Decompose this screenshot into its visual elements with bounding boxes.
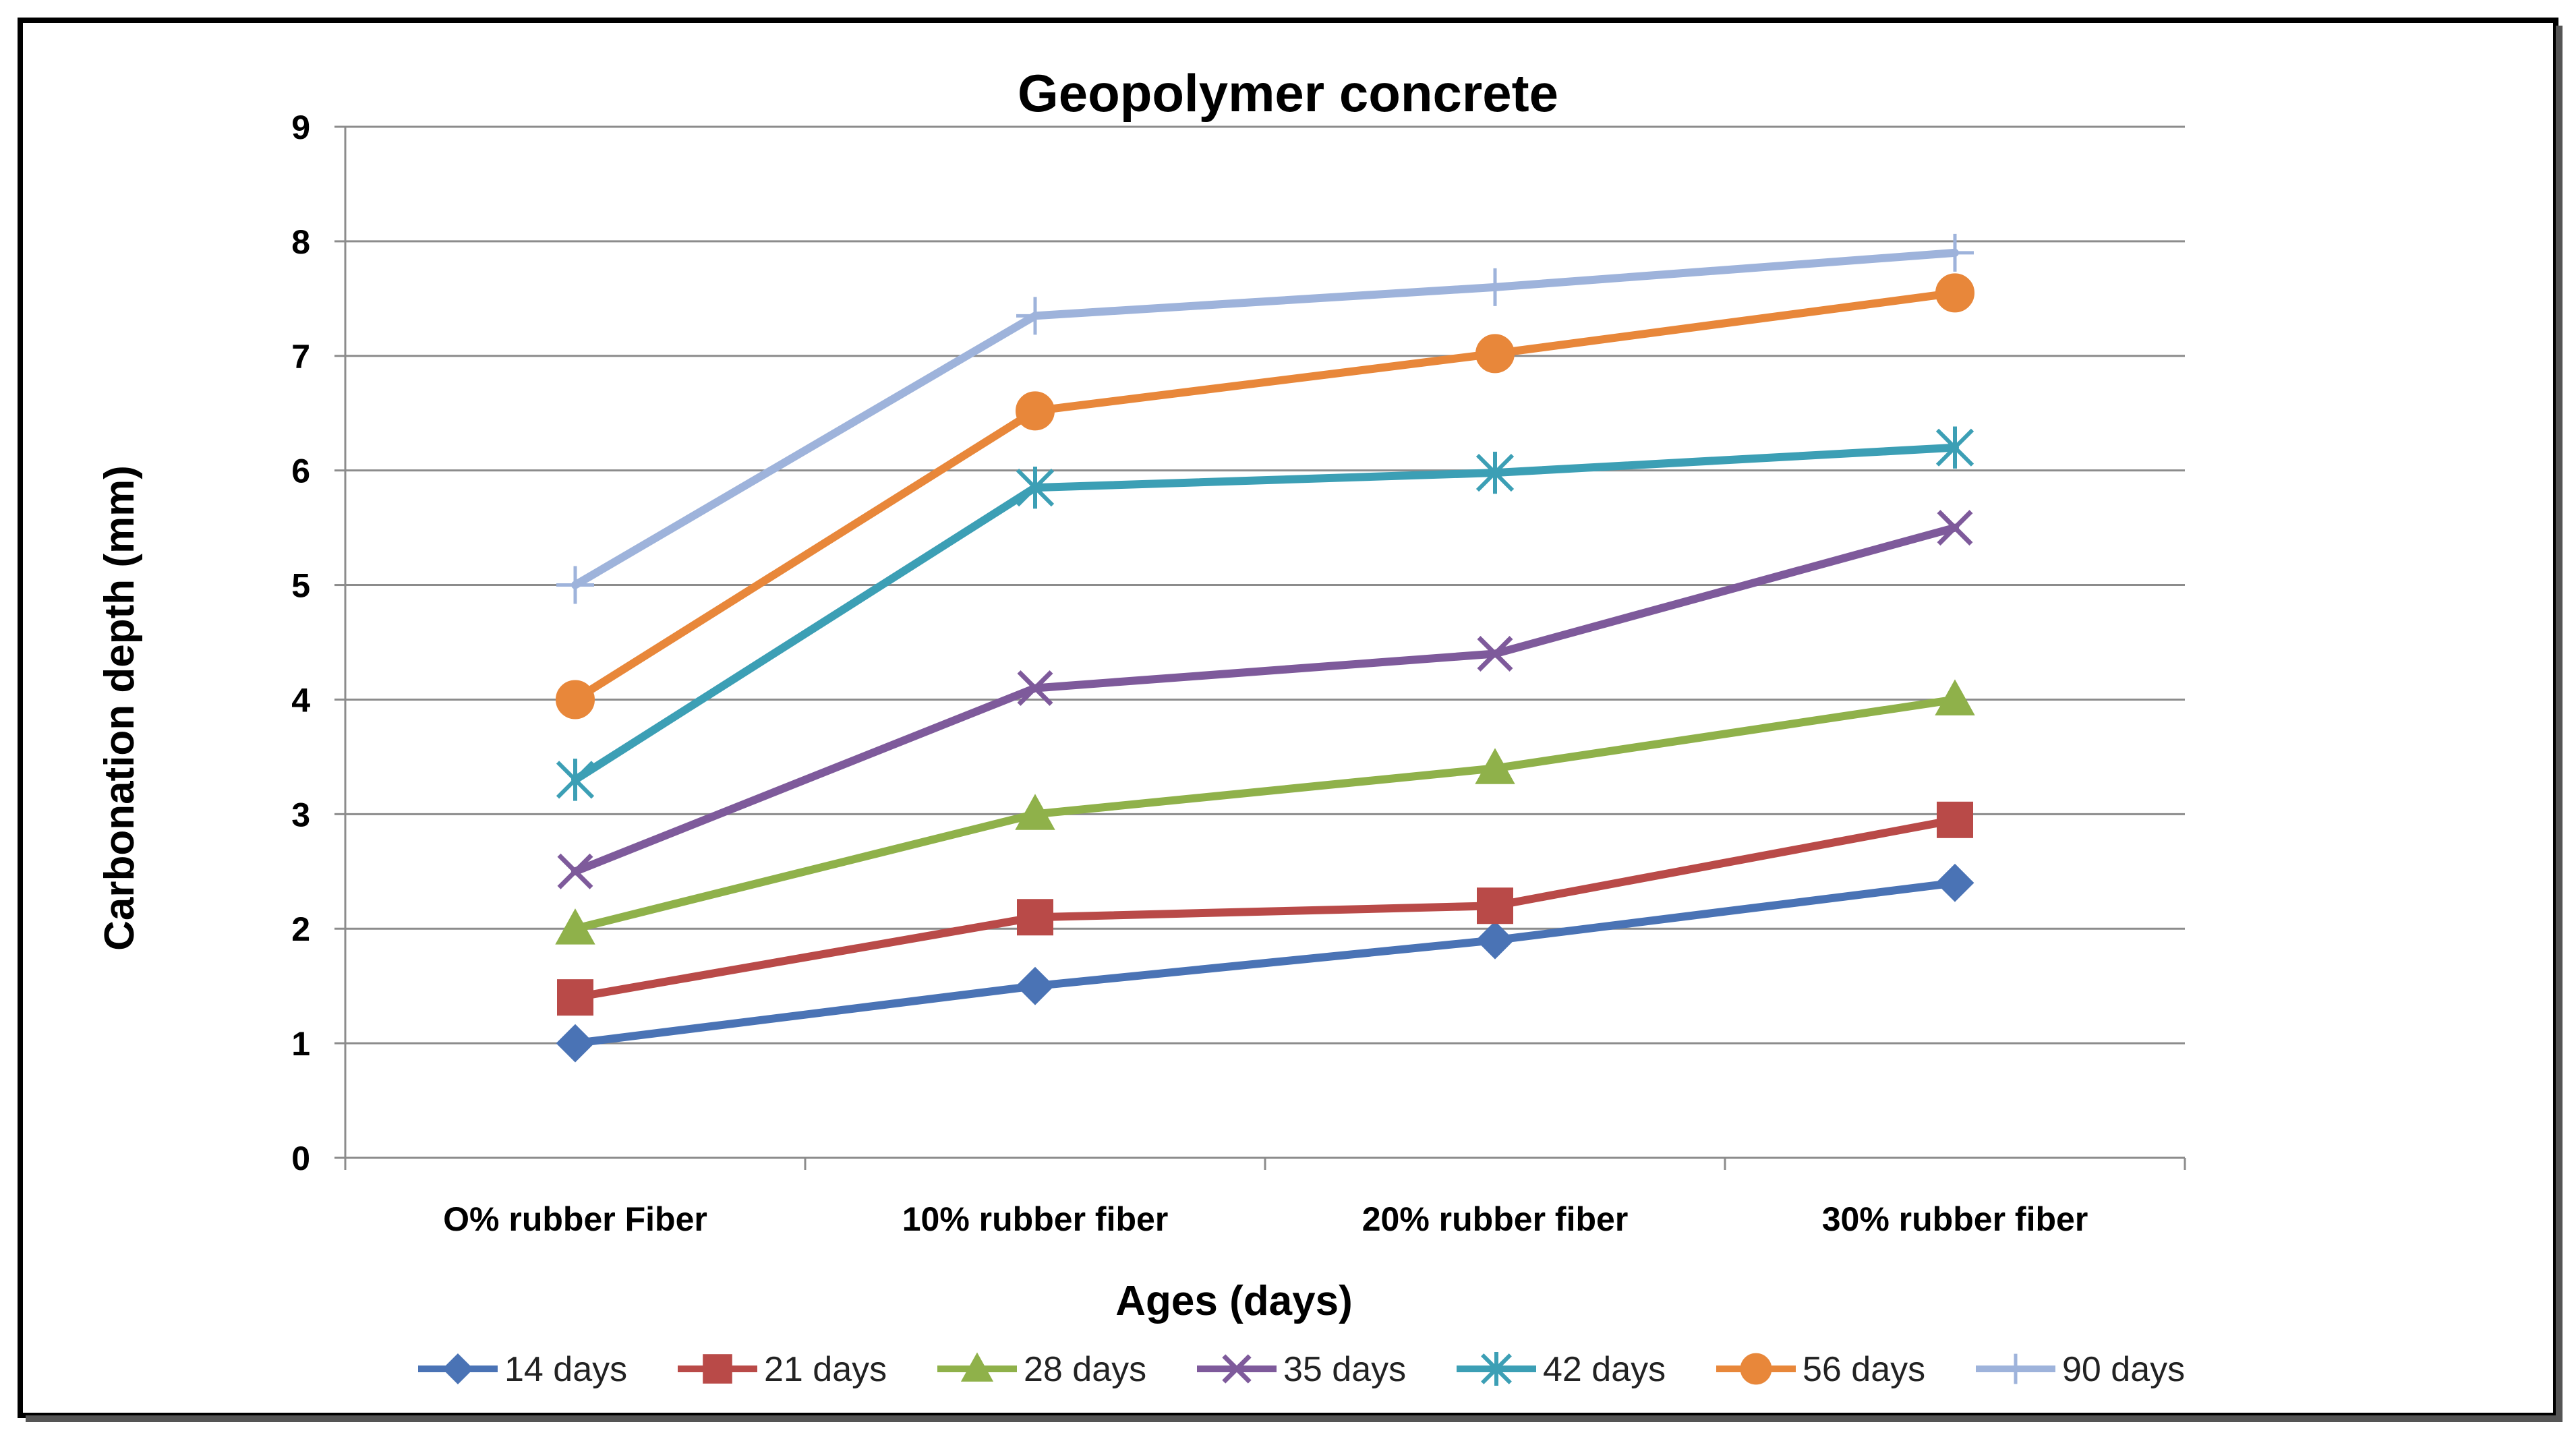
legend-label: 90 days	[2062, 1350, 2185, 1389]
y-tick-label: 1	[291, 1025, 310, 1063]
series-28-days	[555, 679, 1975, 945]
data-point-star	[1016, 466, 1055, 509]
x-tick-label: O% rubber Fiber	[443, 1200, 707, 1238]
y-tick-label: 5	[291, 567, 310, 605]
series-35-days	[557, 510, 1973, 889]
series-line	[571, 815, 1959, 1002]
y-axis-label: Carbonation depth (mm)	[96, 465, 143, 951]
legend-item: 90 days	[1976, 1350, 2185, 1389]
legend-label: 14 days	[504, 1350, 627, 1389]
legend-item: 21 days	[678, 1350, 887, 1389]
data-point-plus	[1016, 297, 1054, 335]
gridlines	[345, 125, 2185, 1045]
legend-item: 14 days	[418, 1350, 627, 1389]
data-point-circle	[556, 680, 595, 719]
series-line	[571, 248, 1959, 589]
data-point-plus	[1936, 233, 1974, 272]
legend-label: 28 days	[1024, 1350, 1146, 1389]
data-point-square	[557, 979, 593, 1016]
series-line	[571, 879, 1959, 1048]
data-point-circle	[1475, 334, 1515, 374]
y-tick-labels: 0 1 2 3 4 5 6 7 8 9	[291, 109, 310, 1177]
data-point-diamond	[442, 1353, 474, 1385]
data-point-diamond	[1475, 920, 1515, 960]
axes	[334, 125, 2186, 1170]
y-tick-label: 6	[291, 452, 310, 490]
legend-label: 35 days	[1283, 1350, 1406, 1389]
x-tick-label: 20% rubber fiber	[1362, 1200, 1629, 1238]
x-tick-label: 10% rubber fiber	[902, 1200, 1169, 1238]
data-point-star	[1481, 1352, 1512, 1386]
data-point-x	[1222, 1354, 1252, 1384]
data-point-diamond	[1935, 863, 1974, 902]
y-tick-label: 2	[291, 910, 310, 948]
data-point-diamond	[1016, 966, 1055, 1005]
y-tick-label: 9	[291, 109, 310, 146]
series-90-days	[556, 233, 1974, 604]
series-line	[571, 289, 1959, 704]
data-point-star	[556, 759, 595, 801]
legend-item: 35 days	[1197, 1350, 1406, 1389]
data-point-circle	[1935, 273, 1974, 313]
chart-frame-shadow	[2556, 26, 2563, 1421]
x-axis-label: Ages (days)	[1115, 1278, 1352, 1324]
data-point-x	[1937, 510, 1973, 546]
data-point-triangle	[960, 1352, 994, 1382]
data-point-circle	[1740, 1353, 1772, 1385]
data-point-plus	[1476, 268, 1514, 306]
data-point-plus	[556, 566, 594, 604]
legend-item: 56 days	[1716, 1350, 1925, 1389]
series-14-days	[556, 863, 1974, 1063]
data-point-star	[1475, 451, 1515, 494]
chart-frame	[18, 18, 2558, 1418]
data-point-triangle	[555, 908, 595, 945]
data-point-square	[1477, 887, 1513, 924]
series-line	[571, 695, 1959, 933]
legend-item: 28 days	[937, 1350, 1146, 1389]
y-tick-label: 0	[291, 1140, 310, 1177]
data-point-circle	[1016, 391, 1055, 431]
y-tick-label: 8	[291, 223, 310, 261]
chart-frame-shadow-bottom	[26, 1415, 2563, 1422]
series-group	[555, 233, 1975, 1063]
data-point-square	[1017, 899, 1053, 936]
series-line	[571, 443, 1959, 784]
data-point-triangle	[1935, 679, 1975, 715]
data-point-square	[703, 1354, 732, 1384]
legend-label: 21 days	[764, 1350, 887, 1389]
data-point-x	[1477, 636, 1513, 672]
x-tick-labels: O% rubber Fiber 10% rubber fiber 20% rubbe…	[443, 1200, 2088, 1238]
y-tick-label: 4	[291, 681, 310, 719]
data-point-triangle	[1475, 748, 1515, 784]
data-point-diamond	[556, 1024, 595, 1063]
data-point-plus	[2000, 1353, 2031, 1384]
series-42-days	[556, 426, 1974, 801]
y-tick-label: 3	[291, 796, 310, 833]
chart-title: Geopolymer concrete	[1018, 63, 1558, 123]
legend-item: 42 days	[1457, 1350, 1666, 1389]
data-point-x	[1017, 670, 1053, 706]
legend-label: 56 days	[1803, 1350, 1925, 1389]
series-21-days	[557, 801, 1973, 1016]
legend-label: 42 days	[1543, 1350, 1666, 1389]
data-point-square	[1937, 801, 1973, 838]
data-point-x	[557, 853, 593, 889]
data-point-triangle	[1015, 794, 1055, 830]
x-tick-label: 30% rubber fiber	[1822, 1200, 2088, 1238]
data-point-star	[1935, 426, 1974, 469]
y-tick-label: 7	[291, 338, 310, 376]
series-line	[571, 523, 1959, 876]
series-56-days	[556, 273, 1974, 719]
legend: 14 days 21 days 28 days 35 days 42 days 56 da…	[418, 1350, 2185, 1389]
